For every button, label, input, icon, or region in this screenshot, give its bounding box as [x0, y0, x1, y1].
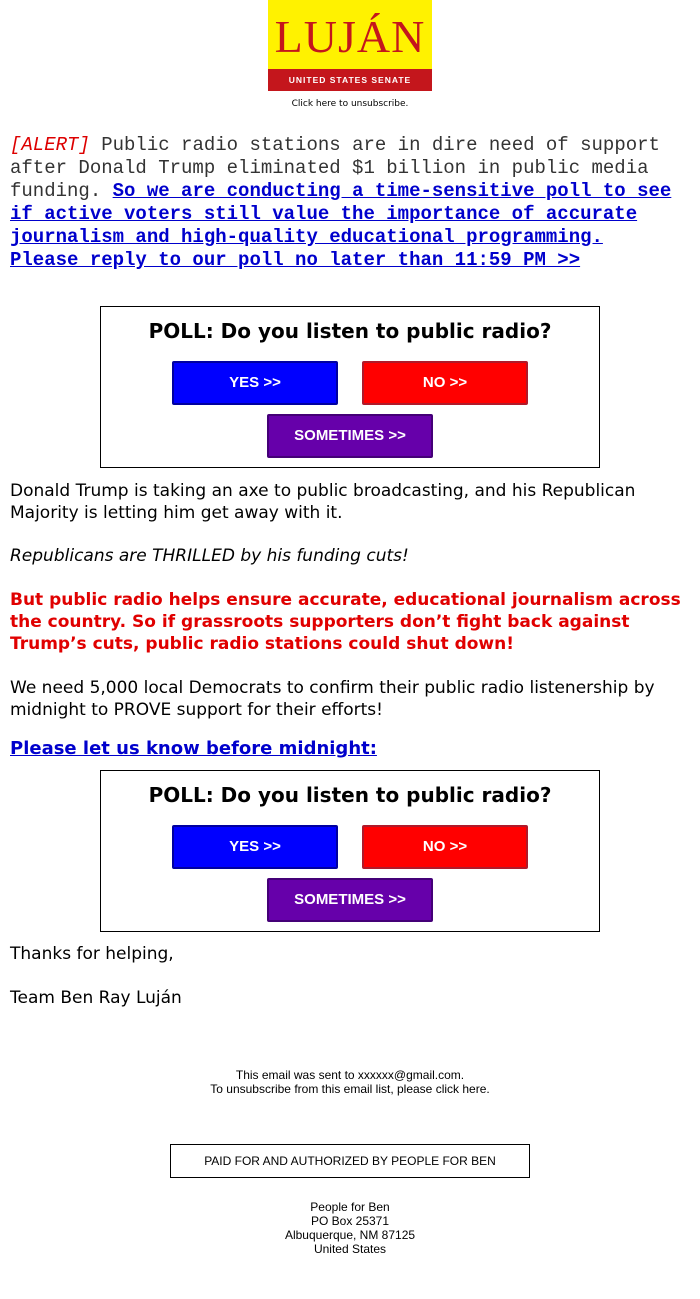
paragraph-2: Republicans are THRILLED by his funding … — [10, 546, 409, 566]
poll-link[interactable]: So we are conducting a time-sensitive po… — [10, 180, 672, 271]
address-line: United States — [313, 1242, 387, 1256]
paragraph-1: Donald Trump is taking an axe to public … — [10, 481, 636, 523]
midnight-link[interactable]: Please let us know before midnight: — [10, 738, 377, 759]
header-unsubscribe-link[interactable]: Click here to unsubscribe. — [291, 99, 409, 109]
sent-to-text: This email was sent to xxxxxx@gmail.com. — [235, 1068, 465, 1082]
sometimes-button[interactable]: SOMETIMES >> — [267, 414, 433, 458]
lujan-logo: LUJÁN UNITED STATES SENATE — [268, 0, 432, 91]
logo-name: LUJÁN — [274, 11, 426, 62]
address-line: PO Box 25371 — [310, 1214, 390, 1228]
paragraph-4: We need 5,000 local Democrats to confirm… — [10, 678, 655, 720]
poll-box-bottom: POLL: Do you listen to public radio? YES… — [100, 770, 600, 932]
logo-subtitle: UNITED STATES SENATE — [268, 69, 432, 91]
paragraph-3: But public radio helps ensure accurate, … — [10, 590, 681, 654]
poll-question: POLL: Do you listen to public radio? — [148, 319, 552, 343]
yes-button[interactable]: YES >> — [172, 361, 338, 405]
yes-button[interactable]: YES >> — [172, 825, 338, 869]
poll-box-top: POLL: Do you listen to public radio? YES… — [100, 306, 600, 468]
paid-for-box: PAID FOR AND AUTHORIZED BY PEOPLE FOR BE… — [170, 1144, 530, 1178]
address-line: Albuquerque, NM 87125 — [284, 1228, 416, 1242]
thanks-text: Thanks for helping, — [10, 944, 174, 964]
footer-unsubscribe-link[interactable]: To unsubscribe from this email list, ple… — [210, 1082, 490, 1096]
no-button[interactable]: NO >> — [362, 825, 528, 869]
address-line: People for Ben — [310, 1200, 390, 1214]
alert-text: Public radio stations are in dire need o… — [10, 134, 660, 202]
sometimes-button[interactable]: SOMETIMES >> — [267, 878, 433, 922]
poll-question: POLL: Do you listen to public radio? — [148, 783, 552, 807]
signature: Team Ben Ray Luján — [10, 988, 182, 1008]
no-button[interactable]: NO >> — [362, 361, 528, 405]
alert-paragraph: [ALERT] Public radio stations are in dir… — [10, 134, 680, 272]
alert-tag: [ALERT] — [10, 134, 90, 156]
